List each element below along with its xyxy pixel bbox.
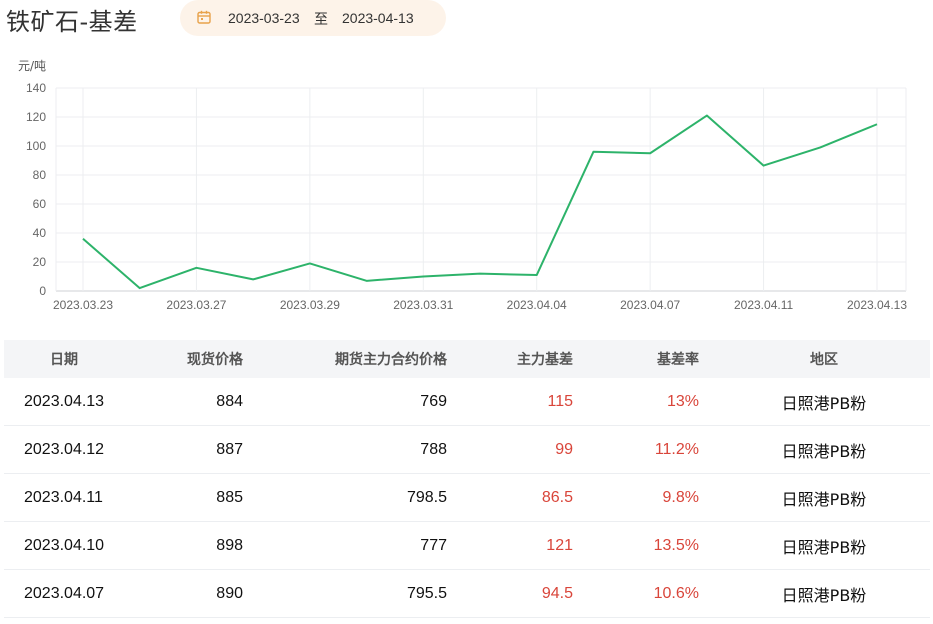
x-tick-label: 2023.04.07 bbox=[620, 298, 680, 312]
cell-region: 日照港PB粉 bbox=[781, 393, 867, 413]
cell-futures-price: 788 bbox=[420, 440, 447, 458]
header-region: 地区 bbox=[810, 352, 838, 368]
cell-futures-price: 798.5 bbox=[406, 488, 447, 506]
x-tick-label: 2023.03.23 bbox=[53, 298, 113, 312]
y-tick-label: 140 bbox=[26, 81, 46, 95]
cell-futures-price: 769 bbox=[420, 392, 447, 410]
cell-date: 2023.04.10 bbox=[24, 536, 105, 554]
y-axis-unit-label: 元/吨 bbox=[18, 59, 46, 73]
end-date[interactable]: 2023-04-13 bbox=[342, 10, 414, 26]
y-tick-label: 120 bbox=[26, 110, 46, 124]
x-tick-label: 2023.03.31 bbox=[393, 298, 453, 312]
table-row: 2023.04.13 884 769 115 13% 日照港PB粉 bbox=[4, 378, 930, 426]
header-basis: 主力基差 bbox=[517, 352, 573, 368]
x-tick-label: 2023.04.04 bbox=[507, 298, 567, 312]
table-row: 2023.04.11 885 798.5 86.5 9.8% 日照港PB粉 bbox=[4, 474, 930, 522]
cell-spot-price: 898 bbox=[216, 536, 243, 554]
cell-region: 日照港PB粉 bbox=[781, 441, 867, 461]
cell-basis-rate: 11.2% bbox=[654, 440, 699, 458]
table-row: 2023.04.07 890 795.5 94.5 10.6% 日照港PB粉 bbox=[4, 570, 930, 618]
cell-futures-price: 777 bbox=[420, 536, 447, 554]
cell-basis-rate: 9.8% bbox=[662, 488, 699, 506]
chart-series bbox=[82, 114, 878, 290]
calendar-icon bbox=[197, 10, 211, 24]
header-date: 日期 bbox=[50, 352, 78, 368]
header-basis-rate: 基差率 bbox=[657, 352, 699, 368]
range-separator: 至 bbox=[314, 11, 328, 27]
x-tick-label: 2023.03.29 bbox=[280, 298, 340, 312]
cell-basis-rate: 13.5% bbox=[653, 536, 699, 554]
cell-basis: 94.5 bbox=[541, 584, 573, 602]
series-line bbox=[82, 114, 878, 290]
y-tick-label: 60 bbox=[33, 197, 47, 211]
cell-spot-price: 887 bbox=[216, 440, 243, 458]
basis-table: 日期 现货价格 期货主力合约价格 主力基差 基差率 地区 2023.04.13 … bbox=[4, 340, 930, 618]
y-tick-label: 20 bbox=[33, 255, 47, 269]
cell-spot-price: 890 bbox=[216, 584, 243, 602]
cell-basis-rate: 10.6% bbox=[653, 584, 699, 602]
cell-basis: 99 bbox=[555, 440, 573, 458]
cell-region: 日照港PB粉 bbox=[781, 537, 867, 557]
x-tick-label: 2023.03.27 bbox=[166, 298, 226, 312]
cell-basis-rate: 13% bbox=[666, 392, 699, 410]
cell-spot-price: 884 bbox=[216, 392, 243, 410]
y-tick-label: 100 bbox=[26, 139, 46, 153]
date-range-picker[interactable]: 2023-03-23 至 2023-04-13 bbox=[180, 0, 446, 36]
table-row: 2023.04.10 898 777 121 13.5% 日照港PB粉 bbox=[4, 522, 930, 570]
cell-region: 日照港PB粉 bbox=[781, 585, 867, 605]
x-axis-ticks: 2023.03.23 2023.03.27 2023.03.29 2023.03.31… bbox=[53, 298, 907, 312]
cell-date: 2023.04.13 bbox=[24, 392, 105, 410]
chart-grid bbox=[55, 87, 907, 292]
table-row: 2023.04.12 887 788 99 11.2% 日照港PB粉 bbox=[4, 426, 930, 474]
y-tick-label: 80 bbox=[33, 168, 47, 182]
cell-spot-price: 885 bbox=[216, 488, 243, 506]
start-date[interactable]: 2023-03-23 bbox=[228, 10, 300, 26]
cell-basis: 86.5 bbox=[541, 488, 573, 506]
y-tick-label: 0 bbox=[39, 284, 46, 298]
cell-date: 2023.04.07 bbox=[24, 584, 105, 602]
page-title: 铁矿石-基差 bbox=[6, 8, 138, 36]
table-header: 日期 现货价格 期货主力合约价格 主力基差 基差率 地区 bbox=[4, 340, 930, 378]
x-tick-label: 2023.04.13 bbox=[847, 298, 907, 312]
cell-date: 2023.04.11 bbox=[24, 488, 103, 506]
cell-basis: 115 bbox=[547, 392, 573, 410]
y-tick-label: 40 bbox=[33, 226, 47, 240]
cell-date: 2023.04.12 bbox=[24, 440, 105, 458]
y-axis-ticks: 0 20 40 60 80 100 120 140 bbox=[26, 81, 46, 298]
header-spot-price: 现货价格 bbox=[187, 352, 243, 368]
header-futures-price: 期货主力合约价格 bbox=[335, 352, 447, 368]
cell-basis: 121 bbox=[546, 536, 573, 554]
x-tick-label: 2023.04.11 bbox=[734, 298, 793, 312]
cell-futures-price: 795.5 bbox=[406, 584, 447, 602]
cell-region: 日照港PB粉 bbox=[781, 489, 867, 509]
